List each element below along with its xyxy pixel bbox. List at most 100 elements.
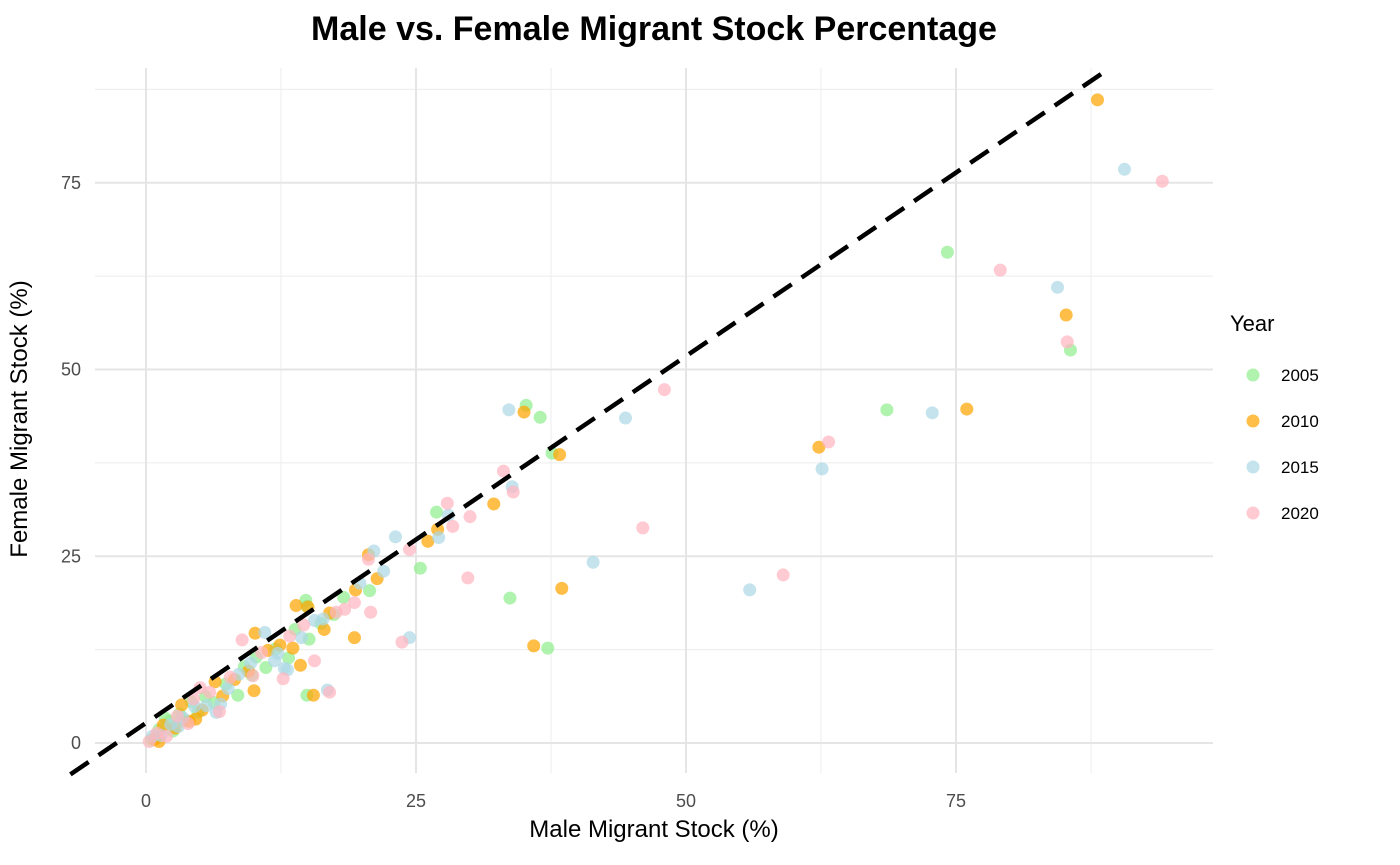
data-point bbox=[293, 658, 307, 672]
legend-marker-2005 bbox=[1246, 368, 1260, 382]
y-tick-label: 50 bbox=[61, 360, 81, 380]
data-point bbox=[619, 411, 633, 425]
data-point bbox=[235, 633, 249, 647]
data-point bbox=[231, 688, 245, 702]
data-point bbox=[361, 552, 375, 566]
data-points bbox=[142, 93, 1169, 749]
data-point bbox=[925, 406, 939, 420]
data-point bbox=[440, 496, 454, 510]
data-point bbox=[506, 485, 520, 499]
data-point bbox=[1060, 335, 1074, 349]
x-tick-label: 25 bbox=[406, 791, 426, 811]
data-point bbox=[258, 625, 272, 639]
data-point bbox=[286, 641, 300, 655]
data-point bbox=[276, 672, 290, 686]
data-point bbox=[446, 519, 460, 533]
data-point bbox=[503, 591, 517, 605]
data-point bbox=[306, 688, 320, 702]
legend-label-2010: 2010 bbox=[1281, 412, 1319, 431]
data-point bbox=[175, 698, 189, 712]
data-point bbox=[517, 405, 531, 419]
data-point bbox=[527, 639, 541, 653]
data-point bbox=[377, 564, 391, 578]
data-point bbox=[541, 641, 555, 655]
data-point bbox=[212, 705, 226, 719]
data-point bbox=[487, 497, 501, 511]
x-tick-label: 50 bbox=[676, 791, 696, 811]
data-point bbox=[421, 534, 435, 548]
data-point bbox=[317, 622, 331, 636]
data-point bbox=[413, 561, 427, 575]
x-tick-label: 0 bbox=[141, 791, 151, 811]
y-tick-label: 0 bbox=[71, 733, 81, 753]
data-point bbox=[533, 410, 547, 424]
data-point bbox=[337, 590, 351, 604]
data-point bbox=[636, 521, 650, 535]
y-tick-label: 25 bbox=[61, 546, 81, 566]
legend-label-2020: 2020 bbox=[1281, 504, 1319, 523]
data-point bbox=[187, 692, 201, 706]
chart-title: Male vs. Female Migrant Stock Percentage bbox=[311, 10, 997, 48]
data-point bbox=[388, 530, 402, 544]
data-point bbox=[283, 629, 297, 643]
data-point bbox=[822, 435, 836, 449]
data-point bbox=[271, 646, 285, 660]
reference-line-y-equals-x bbox=[69, 65, 1112, 777]
data-point bbox=[960, 402, 974, 416]
legend-title: Year bbox=[1230, 311, 1275, 336]
data-point bbox=[316, 612, 330, 626]
x-axis-label: Male Migrant Stock (%) bbox=[529, 816, 779, 843]
data-point bbox=[586, 555, 600, 569]
data-point bbox=[248, 626, 262, 640]
data-point bbox=[323, 685, 337, 699]
series-2020 bbox=[142, 174, 1169, 749]
data-point bbox=[496, 464, 510, 478]
y-tick-label: 75 bbox=[61, 173, 81, 193]
data-point bbox=[993, 263, 1007, 277]
data-point bbox=[247, 684, 261, 698]
data-point bbox=[289, 599, 303, 613]
tick-labels: 0 25 50 75 0 25 50 75 bbox=[61, 173, 966, 811]
data-point bbox=[364, 605, 378, 619]
legend-marker-2015 bbox=[1246, 460, 1260, 474]
data-point bbox=[170, 709, 184, 723]
data-point bbox=[142, 735, 156, 749]
legend-marker-2010 bbox=[1246, 414, 1260, 428]
data-point bbox=[244, 656, 258, 670]
data-point bbox=[297, 618, 311, 632]
data-point bbox=[307, 654, 321, 668]
data-point bbox=[1155, 174, 1169, 188]
data-point bbox=[1059, 308, 1073, 322]
data-point bbox=[181, 717, 195, 731]
legend-label-2005: 2005 bbox=[1281, 366, 1319, 385]
data-point bbox=[1051, 280, 1065, 294]
data-point bbox=[940, 245, 954, 259]
reference-line bbox=[69, 65, 1112, 777]
data-point bbox=[555, 581, 569, 595]
data-point bbox=[553, 448, 567, 462]
data-point bbox=[199, 699, 213, 713]
data-point bbox=[430, 505, 444, 519]
data-point bbox=[338, 602, 352, 616]
data-point bbox=[160, 729, 174, 743]
data-point bbox=[432, 531, 446, 545]
legend-label-2015: 2015 bbox=[1281, 458, 1319, 477]
data-point bbox=[815, 462, 829, 476]
data-point bbox=[395, 635, 409, 649]
legend: 2005 2010 2015 2020 bbox=[1246, 366, 1319, 523]
data-point bbox=[403, 543, 417, 557]
data-point bbox=[812, 440, 826, 454]
data-point bbox=[347, 596, 361, 610]
data-point bbox=[223, 670, 237, 684]
data-point bbox=[295, 631, 309, 645]
data-point bbox=[203, 685, 217, 699]
data-point bbox=[246, 669, 260, 683]
x-tick-label: 75 bbox=[946, 791, 966, 811]
data-point bbox=[776, 568, 790, 582]
data-point bbox=[502, 403, 516, 417]
data-point bbox=[743, 583, 757, 597]
data-point bbox=[657, 383, 671, 397]
data-point bbox=[221, 681, 235, 695]
data-point bbox=[282, 651, 296, 665]
